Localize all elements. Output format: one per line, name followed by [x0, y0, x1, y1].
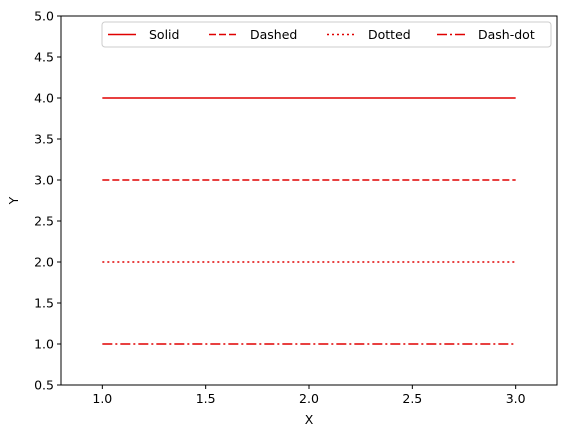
x-tick-label: 2.0	[299, 391, 319, 406]
y-tick-label: 1.5	[34, 296, 54, 311]
y-tick-label: 3.5	[34, 132, 54, 147]
legend-label: Dashed	[250, 27, 297, 42]
y-tick-label: 1.0	[34, 337, 54, 352]
y-tick-label: 2.5	[34, 214, 54, 229]
x-tick-label: 1.0	[92, 391, 112, 406]
series-layer	[102, 97, 516, 345]
plot-frame	[60, 15, 558, 386]
y-axis-label: Y	[6, 196, 21, 205]
legend-label: Dotted	[368, 27, 411, 42]
x-tick-label: 3.0	[506, 391, 526, 406]
x-tick-label: 1.5	[196, 391, 216, 406]
legend-frame	[101, 21, 552, 48]
legend-label: Solid	[149, 27, 179, 42]
legend-label: Dash-dot	[478, 27, 535, 42]
y-tick-label: 2.0	[34, 255, 54, 270]
x-tick-label: 2.5	[402, 391, 422, 406]
y-tick-label: 0.5	[34, 378, 54, 393]
x-axis-label: X	[305, 412, 314, 427]
y-tick-label: 4.5	[34, 50, 54, 65]
y-axis: 0.5 1.0 1.5 2.0 2.5 3.0 3.5 4.0 4.5 5.0	[34, 9, 61, 393]
y-tick-label: 3.0	[34, 173, 54, 188]
y-tick-label: 5.0	[34, 9, 54, 24]
y-tick-label: 4.0	[34, 91, 54, 106]
legend: Solid Dashed Dotted Dash-dot	[101, 21, 552, 48]
x-axis: 1.0 1.5 2.0 2.5 3.0	[92, 385, 526, 406]
